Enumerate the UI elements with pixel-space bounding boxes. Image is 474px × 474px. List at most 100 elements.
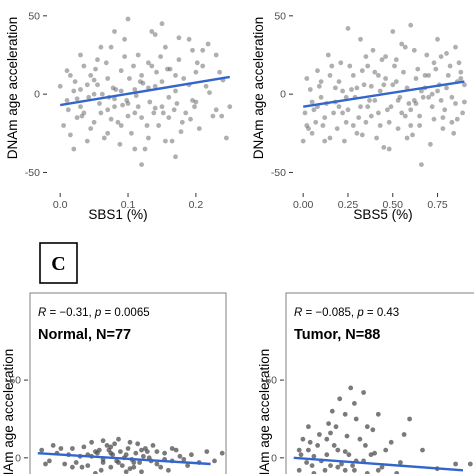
data-point bbox=[462, 82, 467, 88]
data-point bbox=[372, 69, 378, 75]
data-point bbox=[131, 460, 137, 465]
y-tick-label: 50 bbox=[265, 375, 277, 387]
data-point bbox=[365, 104, 371, 110]
data-point bbox=[331, 443, 337, 448]
data-point bbox=[388, 104, 394, 110]
data-point bbox=[367, 98, 372, 103]
data-point bbox=[402, 44, 408, 50]
data-point bbox=[132, 87, 138, 92]
data-point bbox=[364, 471, 370, 474]
data-point bbox=[158, 54, 164, 59]
data-point bbox=[411, 98, 417, 103]
data-point bbox=[167, 66, 173, 72]
data-point bbox=[315, 443, 320, 448]
data-point bbox=[350, 463, 355, 468]
data-point bbox=[212, 458, 217, 464]
y-tick-label: 50 bbox=[9, 375, 21, 387]
data-point bbox=[381, 145, 387, 150]
data-point bbox=[357, 436, 363, 442]
y-axis-title: DNAm age acceleration bbox=[251, 17, 266, 160]
data-point bbox=[359, 132, 365, 138]
data-point bbox=[385, 107, 390, 113]
data-point bbox=[108, 464, 114, 470]
data-point bbox=[309, 130, 315, 136]
data-point bbox=[309, 463, 315, 468]
data-point bbox=[324, 436, 330, 442]
data-point bbox=[372, 450, 377, 456]
data-point bbox=[93, 66, 98, 72]
correlation-stat: R = −0.085, p = 0.43 bbox=[294, 307, 399, 319]
data-point bbox=[173, 154, 178, 160]
y-tick-label: 50 bbox=[274, 10, 286, 22]
data-point bbox=[419, 88, 424, 94]
data-point bbox=[79, 464, 85, 470]
data-point bbox=[328, 430, 333, 436]
data-point bbox=[139, 162, 145, 168]
data-point bbox=[177, 453, 183, 459]
data-point bbox=[445, 73, 451, 78]
data-point bbox=[91, 91, 97, 97]
data-point bbox=[422, 73, 428, 78]
data-point bbox=[408, 22, 414, 28]
data-point bbox=[213, 52, 219, 58]
data-point bbox=[152, 105, 158, 111]
data-point bbox=[160, 110, 166, 116]
data-point bbox=[386, 119, 392, 125]
data-point bbox=[404, 135, 410, 141]
data-point bbox=[317, 432, 322, 437]
data-point bbox=[296, 467, 302, 473]
data-point bbox=[135, 52, 141, 58]
data-point bbox=[336, 79, 342, 84]
data-point bbox=[431, 60, 437, 66]
regression-line bbox=[60, 75, 230, 107]
data-point bbox=[105, 107, 111, 113]
data-point bbox=[353, 416, 359, 422]
data-point bbox=[70, 446, 75, 451]
data-point bbox=[62, 461, 68, 467]
data-point bbox=[413, 76, 419, 81]
data-point bbox=[154, 461, 160, 467]
data-point bbox=[333, 424, 339, 430]
data-point bbox=[47, 458, 52, 464]
data-point bbox=[352, 467, 357, 473]
data-point bbox=[429, 104, 435, 110]
data-point bbox=[306, 424, 311, 430]
panel-letter: C bbox=[51, 253, 65, 275]
data-point bbox=[417, 123, 422, 128]
data-point bbox=[354, 130, 360, 136]
data-point bbox=[298, 452, 304, 458]
data-point bbox=[462, 99, 467, 105]
data-point bbox=[131, 464, 137, 470]
panel-letter-box: C bbox=[39, 242, 78, 284]
data-point bbox=[74, 96, 80, 102]
data-point bbox=[88, 126, 94, 131]
data-point bbox=[454, 116, 460, 122]
data-point bbox=[196, 126, 202, 131]
data-point bbox=[89, 439, 94, 445]
data-point bbox=[146, 60, 151, 66]
data-point bbox=[368, 452, 374, 458]
data-point bbox=[122, 54, 127, 59]
data-point bbox=[117, 141, 123, 147]
data-point bbox=[356, 115, 362, 120]
data-point bbox=[379, 57, 385, 63]
x-axis-title: SBS1 (%) bbox=[88, 207, 147, 222]
data-point bbox=[447, 63, 453, 69]
data-point bbox=[347, 63, 353, 69]
data-point bbox=[415, 66, 421, 72]
data-point bbox=[345, 26, 351, 31]
data-point bbox=[108, 44, 114, 50]
data-point bbox=[302, 110, 308, 116]
data-point bbox=[358, 36, 363, 42]
data-point bbox=[365, 63, 371, 69]
data-point bbox=[108, 116, 114, 122]
data-point bbox=[335, 447, 341, 453]
x-tick-label: 0.1 bbox=[121, 199, 136, 211]
data-point bbox=[383, 54, 388, 59]
data-point bbox=[408, 123, 414, 128]
data-point bbox=[43, 461, 48, 467]
data-point bbox=[375, 467, 381, 473]
data-point bbox=[71, 88, 77, 94]
data-point bbox=[173, 88, 178, 94]
